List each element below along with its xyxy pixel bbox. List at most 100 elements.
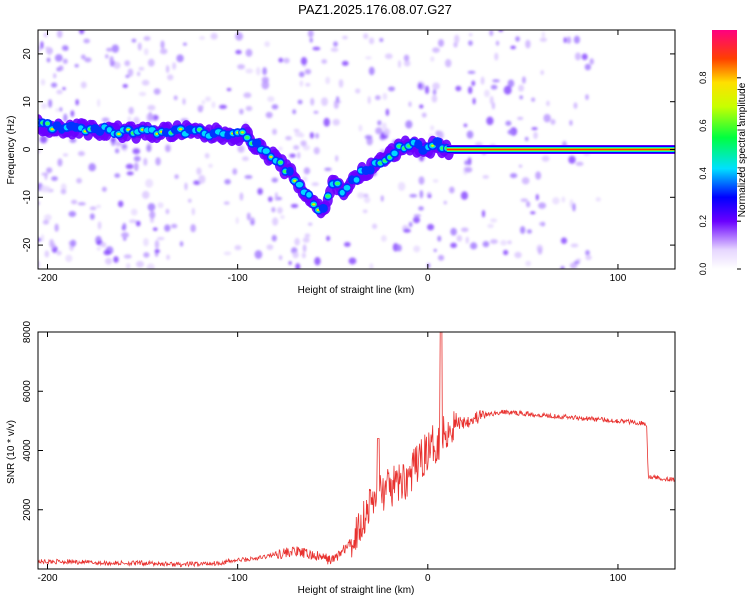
- spectrogram-noise-blob: [584, 63, 591, 71]
- spectrogram-noise-blob: [165, 208, 170, 215]
- spectrogram-noise-blob: [235, 49, 242, 55]
- spectrogram-noise-blob: [535, 193, 539, 201]
- spectrogram-noise-blob: [54, 223, 59, 232]
- colorbar-tick-label: 0.8: [698, 72, 708, 85]
- spectrogram-noise-blob: [408, 101, 412, 107]
- spectrogram-noise-blob: [294, 237, 300, 246]
- spectrogram-noise-blob: [575, 161, 584, 166]
- snr-y-tick-label: 4000: [22, 439, 33, 462]
- spectrogram-noise-blob: [539, 222, 544, 226]
- spectrogram-noise-blob: [56, 30, 63, 39]
- ridge-peak: [262, 148, 270, 154]
- ridge-peak: [295, 181, 304, 188]
- spectrogram-noise-blob: [362, 209, 368, 214]
- spectrogram-noise-blob: [403, 60, 411, 67]
- spectrogram-noise-blob: [174, 174, 179, 179]
- ridge-peak: [269, 155, 273, 158]
- spectrogram-noise-blob: [302, 176, 308, 183]
- spectrogram-noise-blob: [60, 188, 67, 195]
- ridge-peak: [293, 179, 297, 182]
- spectrogram-noise-blob: [397, 181, 406, 191]
- spectrogram-noise-blob: [136, 260, 144, 268]
- spectrogram-noise-blob: [145, 178, 154, 188]
- spectrogram-noise-blob: [265, 111, 273, 119]
- spectrogram-noise-blob: [309, 37, 313, 43]
- snr-y-tick-label: 8000: [22, 320, 33, 343]
- spectrogram-noise-blob: [437, 39, 445, 47]
- spectrogram-noise-blob: [430, 125, 435, 131]
- spectrogram-noise-blob: [147, 58, 155, 67]
- spectrogram-noise-blob: [574, 52, 582, 61]
- spectrogram-noise-blob: [526, 201, 531, 208]
- spectrogram-noise-blob: [79, 30, 85, 35]
- spectrogram-noise-blob: [409, 194, 418, 198]
- spectrogram-noise-blob: [234, 245, 242, 251]
- spectrogram-noise-blob: [307, 30, 314, 38]
- spectrogram-noise-blob: [193, 180, 201, 185]
- spectrogram-noise-blob: [449, 186, 455, 194]
- spectrogram-noise-blob: [298, 71, 305, 78]
- spectrogram-noise-blob: [172, 62, 177, 70]
- spectrogram-noise-blob: [271, 234, 277, 242]
- spectrogram-noise-blob: [101, 186, 107, 192]
- spectrogram-noise-blob: [197, 105, 204, 110]
- spectrogram-noise-blob: [127, 116, 132, 124]
- spectrogram-noise-blob: [39, 135, 48, 144]
- spectrogram-noise-blob: [492, 79, 500, 83]
- spectrogram-noise-blob: [232, 168, 238, 175]
- spectrogram-noise-blob: [110, 136, 117, 143]
- spectrogram-noise-blob: [570, 243, 579, 248]
- spectrogram-noise-blob: [418, 176, 425, 185]
- spectrogram-noise-blob: [235, 32, 243, 41]
- spectrogram-noise-blob: [125, 74, 130, 78]
- snr-panel: -200 -100 0 100 2000 4000 6000 8000 Height of s…: [6, 320, 676, 596]
- spectrogram-noise-blob: [363, 196, 371, 204]
- spectrogram-noise-blob: [61, 45, 69, 51]
- spectrogram-noise-blob: [223, 201, 230, 205]
- spectrogram-noise-blob: [299, 80, 304, 87]
- spectrogram-noise-blob: [595, 197, 601, 202]
- spectrogram-noise-blob: [40, 41, 44, 50]
- spectrogram-noise-blob: [550, 119, 556, 125]
- ridge-peak: [241, 131, 244, 134]
- spectrogram-noise-blob: [272, 217, 279, 226]
- spectrogram-noise-blob: [301, 252, 306, 259]
- spectrogram-noise-blob: [147, 203, 156, 212]
- spectrogram-noise-blob: [572, 202, 576, 212]
- spectrogram-noise-blob: [472, 97, 476, 105]
- spectrogram-noise-blob: [74, 64, 79, 68]
- spectrogram-noise-blob: [524, 136, 529, 141]
- spectrogram-noise-blob: [467, 86, 473, 94]
- spectrogram-noise-blob: [250, 221, 255, 225]
- snr-x-tick-label: -200: [37, 573, 57, 584]
- spectrogram-noise-blob: [487, 223, 494, 229]
- spectrogram-noise-blob: [123, 148, 127, 152]
- spectrogram-noise-blob: [375, 127, 383, 135]
- spectrogram-noise-blob: [38, 149, 41, 154]
- spectrogram-noise-blob: [304, 233, 311, 238]
- ridge-peak: [245, 136, 250, 140]
- spectrogram-noise-blob: [97, 221, 102, 230]
- spectrogram-noise-blob: [480, 76, 485, 85]
- spectrogram-noise-blob: [517, 116, 524, 120]
- spectrogram-noise-blob: [40, 234, 45, 242]
- spectrogram-noise-blob: [128, 106, 134, 115]
- ridge-peak: [140, 128, 145, 131]
- snr-axes: -200 -100 0 100 2000 4000 6000 8000: [22, 320, 675, 584]
- stable-band-layer: [446, 148, 675, 151]
- spectrogram-ridge: [38, 114, 454, 219]
- spectrogram-noise-blob: [460, 191, 469, 200]
- spectrogram-noise-blob: [519, 226, 526, 234]
- spectrogram-noise-blob: [62, 153, 69, 157]
- spectrogram-noise-blob: [427, 194, 432, 198]
- spectrogram-noise-blob: [125, 163, 134, 170]
- spectrogram-noise-blob: [101, 117, 110, 123]
- spectrogram-noise-blob: [456, 235, 463, 242]
- spectrogram-noise-blob: [237, 145, 245, 153]
- spectrogram-noise-blob: [510, 45, 516, 50]
- spectrogram-noise-blob: [76, 177, 82, 184]
- ridge-peak: [377, 161, 383, 165]
- spectrogram-noise-blob: [348, 257, 357, 265]
